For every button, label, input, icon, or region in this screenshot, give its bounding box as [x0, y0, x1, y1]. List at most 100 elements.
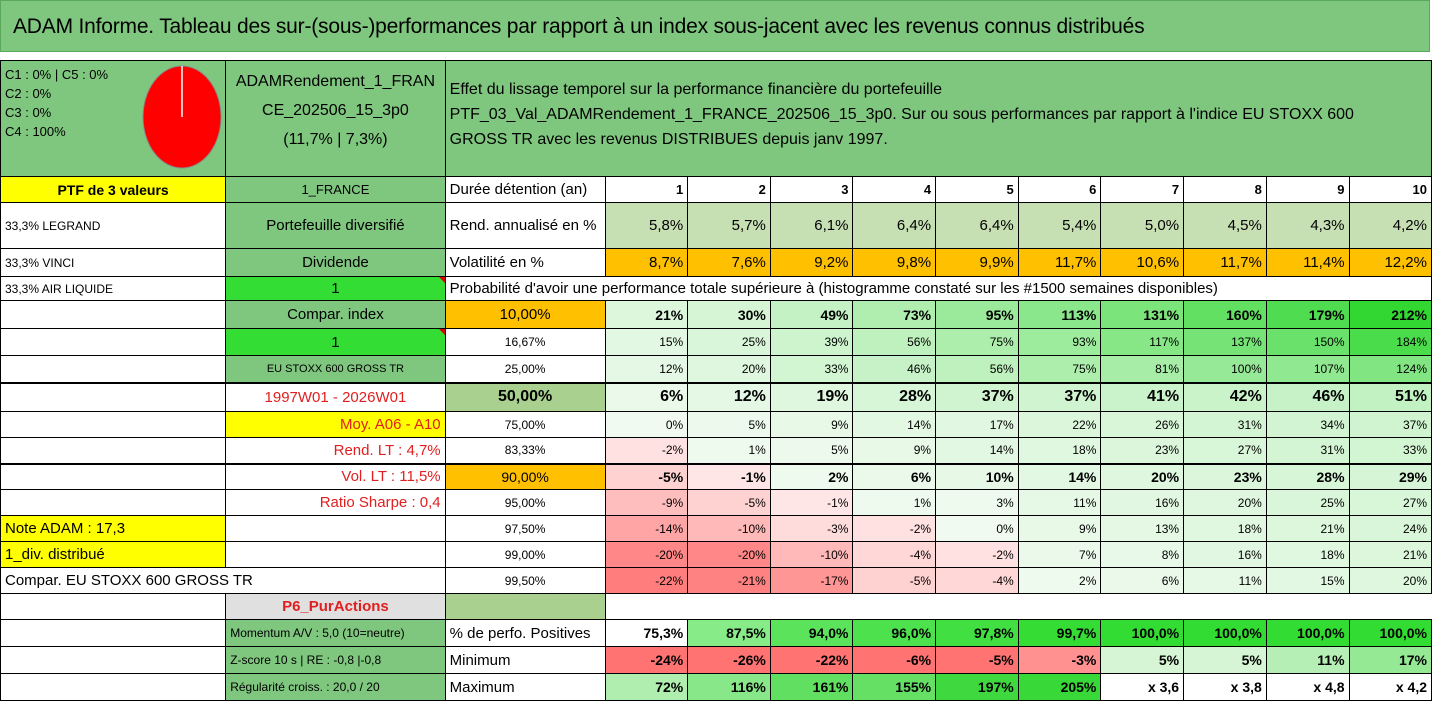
year-header: 4: [852, 176, 937, 203]
probability-value: 184%: [1348, 328, 1432, 356]
probability-value: 75%: [1017, 355, 1102, 383]
portfolio-name-cell: ADAMRendement_1_FRAN CE_202506_15_3p0 (1…: [225, 60, 446, 177]
annual-return-label: Rend. annualisé en %: [444, 202, 606, 249]
positive-perf-label-value: 94,0%: [769, 619, 854, 647]
probability-value: 9%: [852, 437, 937, 464]
description-line1: Effet du lissage temporel sur la perform…: [449, 81, 943, 98]
holding-vinci: 33,3% VINCI: [0, 248, 227, 277]
probability-value: 107%: [1265, 355, 1350, 383]
probability-value: 73%: [852, 300, 937, 329]
volatility-label: Volatilité en %: [444, 248, 606, 277]
probability-value: 18%: [1017, 437, 1102, 464]
year-header: 3: [769, 176, 854, 203]
allocation-pie-chart: [142, 65, 222, 169]
long-term-return: Rend. LT : 4,7%: [225, 437, 446, 464]
probability-title: Probabilité d'avoir une performance tota…: [444, 276, 1350, 301]
report-title-text: ADAM Informe. Tableau des sur-(sous-)per…: [13, 15, 1145, 38]
volatility-value: 11,7%: [1183, 248, 1267, 277]
probability-value: -2%: [935, 541, 1019, 568]
maximum-label-value: 205%: [1017, 673, 1102, 701]
probability-value: 27%: [1183, 437, 1267, 464]
probability-threshold: 10,00%: [444, 300, 606, 329]
probability-value: -17%: [769, 567, 854, 594]
diversification-label: Portefeuille diversifié: [225, 202, 446, 249]
probability-threshold: 75,00%: [444, 411, 606, 438]
volatility-value: 11,4%: [1265, 248, 1350, 277]
maximum-label-value: 116%: [687, 673, 771, 701]
probability-threshold: 16,67%: [444, 328, 606, 356]
index-compare-label: Compar. index: [225, 300, 446, 329]
probability-value: 37%: [1017, 382, 1102, 412]
left-blank: [0, 300, 227, 329]
spacer: [605, 594, 1431, 620]
positive-perf-label-value: 97,8%: [935, 619, 1019, 647]
probability-value: 6%: [1100, 567, 1185, 594]
probability-value: 22%: [1017, 411, 1102, 438]
probability-value: 41%: [1100, 382, 1185, 412]
probability-value: 10%: [935, 463, 1019, 490]
universe-label: 1_FRANCE: [225, 176, 446, 203]
left-blank: [0, 382, 227, 412]
probability-value: 37%: [935, 382, 1019, 412]
annual-return-value: 6,1%: [769, 202, 854, 249]
composition-c3: C3 : 0%: [5, 105, 52, 120]
portfolio-name-line3: (11,7% | 7,3%): [283, 131, 388, 148]
category-label: P6_PurActions: [225, 593, 446, 620]
regularity-indicator: Régularité croiss. : 20,0 / 20: [225, 673, 446, 701]
minimum-label-value: -6%: [852, 646, 937, 674]
holding-air-liquide: 33,3% AIR LIQUIDE: [0, 276, 227, 301]
probability-value: 14%: [1017, 463, 1102, 490]
probability-value: 28%: [852, 382, 937, 412]
probability-value: 6%: [604, 382, 689, 412]
probability-value: 26%: [1100, 411, 1185, 438]
probability-value: 131%: [1100, 300, 1185, 329]
probability-threshold: 97,50%: [444, 515, 606, 542]
positive-perf-label-value: 100,0%: [1100, 619, 1185, 647]
probability-value: 46%: [852, 355, 937, 383]
probability-value: 39%: [769, 328, 854, 356]
portfolio-name-line1: ADAMRendement_1_FRAN: [235, 73, 436, 90]
year-header: 6: [1017, 176, 1102, 203]
minimum-label-value: 5%: [1100, 646, 1185, 674]
index-selector[interactable]: 1: [225, 328, 446, 356]
holding-legrand: 33,3% LEGRAND: [0, 202, 227, 249]
probability-threshold: 90,00%: [444, 463, 606, 490]
maximum-label-value: 161%: [769, 673, 854, 701]
probability-value: 113%: [1017, 300, 1102, 329]
minimum-label: Minimum: [444, 646, 606, 674]
category-swatch: [444, 593, 606, 620]
left-blank: [0, 355, 227, 383]
maximum-label-value: x 4,2: [1348, 673, 1432, 701]
volatility-value: 10,6%: [1100, 248, 1185, 277]
positive-perf-label-value: 87,5%: [687, 619, 771, 647]
probability-threshold: 95,00%: [444, 489, 606, 516]
probability-value: 24%: [1348, 515, 1432, 542]
long-term-volatility: Vol. LT : 11,5%: [225, 463, 446, 490]
annual-return-value: 4,2%: [1348, 202, 1432, 249]
left-blank: [0, 411, 227, 438]
probability-value: 0%: [604, 411, 689, 438]
probability-value: 11%: [1017, 489, 1102, 516]
positive-perf-label-value: 75,3%: [604, 619, 689, 647]
probability-value: 27%: [1348, 489, 1432, 516]
probability-value: -1%: [687, 463, 771, 490]
maximum-label-value: x 4,8: [1265, 673, 1350, 701]
volatility-value: 9,9%: [935, 248, 1019, 277]
probability-value: 20%: [1183, 489, 1267, 516]
probability-value: -21%: [687, 567, 771, 594]
probability-value: 5%: [769, 437, 854, 464]
annual-return-value: 6,4%: [852, 202, 937, 249]
strategy-label: Dividende: [225, 248, 446, 277]
probability-value: 21%: [1265, 515, 1350, 542]
comparison-label: Compar. EU STOXX 600 GROSS TR: [0, 567, 446, 594]
minimum-label-value: -5%: [935, 646, 1019, 674]
probability-value: 42%: [1183, 382, 1267, 412]
selector-cell[interactable]: 1: [225, 276, 446, 301]
probability-value: 150%: [1265, 328, 1350, 356]
left-blank: [0, 593, 227, 620]
probability-value: -9%: [604, 489, 689, 516]
composition-cell: C1 : 0% | C5 : 0% C2 : 0% C3 : 0% C4 : 1…: [0, 60, 227, 177]
probability-value: -10%: [769, 541, 854, 568]
probability-value: 23%: [1100, 437, 1185, 464]
